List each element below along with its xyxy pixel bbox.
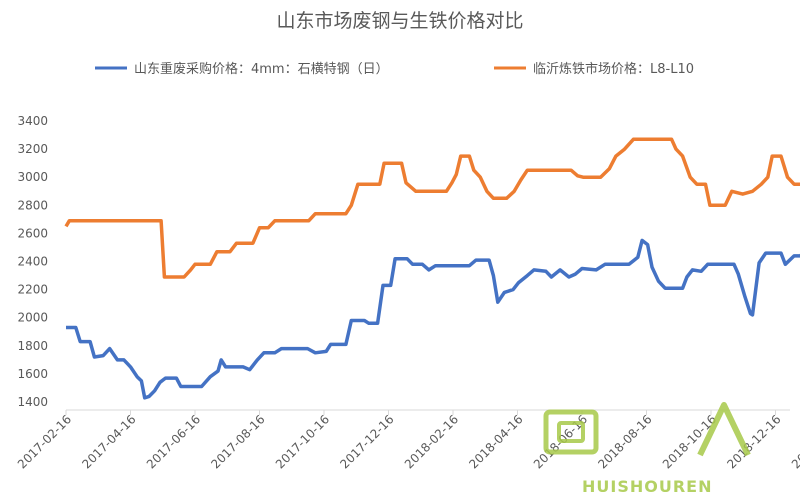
x-tick-label: 2017-06-16 bbox=[144, 412, 203, 471]
y-tick-label: 2400 bbox=[17, 255, 48, 269]
x-tick-label: 2017-12-16 bbox=[337, 412, 396, 471]
x-tick-label: 2018-04-16 bbox=[466, 412, 525, 471]
y-tick-label: 2800 bbox=[17, 198, 48, 212]
y-tick-label: 3000 bbox=[17, 170, 48, 184]
x-tick-label: 2017-08-16 bbox=[208, 412, 267, 471]
legend: 山东重废采购价格：4mm：石横特钢（日） 临沂炼铁市场价格：L8-L10 bbox=[95, 61, 694, 77]
y-tick-label: 1600 bbox=[17, 367, 48, 381]
watermark-box-inner bbox=[557, 421, 585, 443]
watermark: 回收 HUISHOUREN bbox=[543, 402, 751, 496]
watermark-box bbox=[543, 409, 599, 455]
x-axis: 2017-02-16 2017-04-16 2017-06-16 2017-08-16… bbox=[15, 409, 800, 471]
series-line-scrap-steel bbox=[66, 238, 800, 400]
x-tick-label: 2019-02-16 bbox=[789, 412, 800, 471]
x-tick-label: 2017-04-16 bbox=[79, 412, 138, 471]
x-tick-label: 2017-10-16 bbox=[273, 412, 332, 471]
legend-label-scrap: 山东重废采购价格：4mm：石横特钢（日） bbox=[134, 61, 389, 77]
legend-label-pigiron: 临沂炼铁市场价格：L8-L10 bbox=[533, 61, 694, 77]
y-tick-label: 2200 bbox=[17, 283, 48, 297]
x-tick-label: 2018-02-16 bbox=[402, 412, 461, 471]
chart-title: 山东市场废钢与生铁价格对比 bbox=[276, 10, 523, 32]
y-tick-label: 3400 bbox=[17, 114, 48, 128]
y-tick-label: 3200 bbox=[17, 142, 48, 156]
y-tick-label: 1800 bbox=[17, 339, 48, 353]
y-tick-label: 2600 bbox=[17, 226, 48, 240]
recycle-arrow-icon bbox=[697, 402, 751, 457]
y-tick-label: 1400 bbox=[17, 395, 48, 409]
x-tick-label: 2017-02-16 bbox=[15, 412, 74, 471]
series-line-pig-iron bbox=[64, 137, 800, 279]
y-axis: 1400 1600 1800 2000 2200 2400 2600 2800 3000 3200… bbox=[17, 114, 48, 409]
series-layer bbox=[64, 137, 800, 400]
y-tick-label: 2000 bbox=[17, 311, 48, 325]
watermark-logo-en: HUISHOUREN bbox=[582, 477, 712, 496]
